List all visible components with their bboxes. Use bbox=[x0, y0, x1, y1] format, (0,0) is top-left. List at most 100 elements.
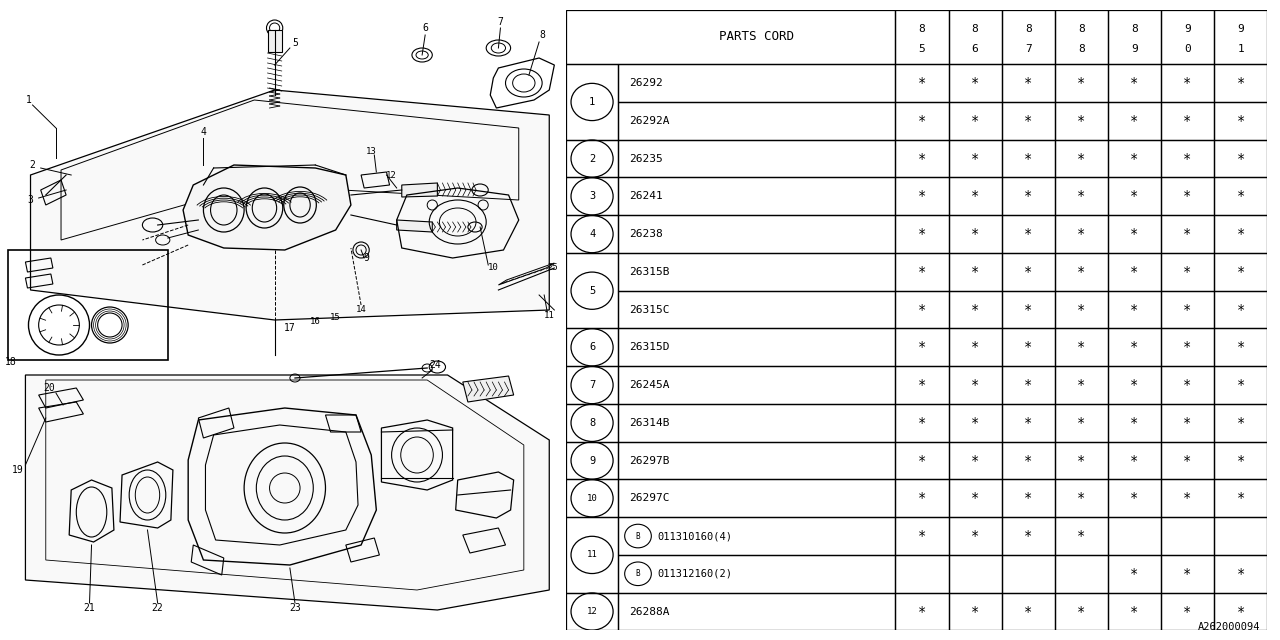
Bar bbox=[618, 517, 896, 555]
Text: 18: 18 bbox=[5, 357, 17, 367]
Text: *: * bbox=[1130, 227, 1139, 241]
Bar bbox=[948, 140, 1002, 177]
Text: 011310160(4): 011310160(4) bbox=[657, 531, 732, 541]
Text: *: * bbox=[918, 454, 927, 468]
Text: *: * bbox=[1078, 114, 1085, 128]
Bar bbox=[1215, 177, 1267, 215]
Bar bbox=[618, 366, 896, 404]
Text: 5: 5 bbox=[292, 38, 298, 48]
Bar bbox=[1108, 404, 1161, 442]
Text: *: * bbox=[1130, 605, 1139, 618]
Text: 6: 6 bbox=[589, 342, 595, 352]
Text: 8: 8 bbox=[1025, 24, 1032, 34]
Text: *: * bbox=[918, 76, 927, 90]
Text: *: * bbox=[918, 114, 927, 128]
Bar bbox=[1161, 10, 1215, 64]
Bar bbox=[1161, 479, 1215, 517]
Text: *: * bbox=[1078, 492, 1085, 506]
Text: *: * bbox=[918, 265, 927, 279]
Text: 26288A: 26288A bbox=[628, 607, 669, 616]
Bar bbox=[618, 177, 896, 215]
Text: 23: 23 bbox=[289, 603, 301, 613]
Text: *: * bbox=[918, 303, 927, 317]
Text: *: * bbox=[1078, 340, 1085, 355]
Text: *: * bbox=[1078, 189, 1085, 204]
Text: *: * bbox=[1183, 114, 1192, 128]
Text: 24: 24 bbox=[430, 360, 442, 370]
Text: *: * bbox=[1078, 227, 1085, 241]
Polygon shape bbox=[183, 165, 351, 250]
Bar bbox=[1108, 253, 1161, 291]
Bar bbox=[1161, 328, 1215, 366]
Text: *: * bbox=[1024, 76, 1033, 90]
Text: *: * bbox=[1130, 114, 1139, 128]
Bar bbox=[566, 64, 618, 140]
Bar bbox=[896, 366, 948, 404]
Text: 9: 9 bbox=[1132, 44, 1138, 54]
Text: *: * bbox=[1183, 340, 1192, 355]
Bar bbox=[948, 593, 1002, 630]
Text: *: * bbox=[1183, 454, 1192, 468]
Text: *: * bbox=[918, 378, 927, 392]
Bar bbox=[1215, 404, 1267, 442]
Bar bbox=[1161, 253, 1215, 291]
Bar bbox=[1002, 442, 1055, 479]
Text: 20: 20 bbox=[44, 383, 55, 393]
Text: *: * bbox=[1024, 114, 1033, 128]
Bar bbox=[1002, 328, 1055, 366]
Text: *: * bbox=[1024, 454, 1033, 468]
Bar bbox=[948, 64, 1002, 102]
Text: *: * bbox=[1024, 416, 1033, 430]
Text: *: * bbox=[1024, 529, 1033, 543]
Bar bbox=[566, 517, 618, 593]
Text: A262000094: A262000094 bbox=[1198, 622, 1261, 632]
Text: *: * bbox=[972, 76, 979, 90]
Text: 26297B: 26297B bbox=[628, 456, 669, 465]
Bar bbox=[896, 442, 948, 479]
Text: 5: 5 bbox=[589, 285, 595, 296]
Bar bbox=[1161, 366, 1215, 404]
Bar bbox=[896, 253, 948, 291]
Bar bbox=[566, 177, 618, 215]
Bar bbox=[1002, 64, 1055, 102]
Text: 2: 2 bbox=[589, 154, 595, 164]
Bar bbox=[948, 517, 1002, 555]
Text: *: * bbox=[1024, 605, 1033, 618]
Bar bbox=[1002, 555, 1055, 593]
Bar bbox=[1215, 102, 1267, 140]
Text: *: * bbox=[1183, 189, 1192, 204]
Text: *: * bbox=[972, 492, 979, 506]
Bar bbox=[1215, 253, 1267, 291]
Bar bbox=[566, 140, 618, 177]
Text: *: * bbox=[1130, 303, 1139, 317]
Bar bbox=[948, 253, 1002, 291]
Bar bbox=[566, 404, 618, 442]
Text: *: * bbox=[1130, 340, 1139, 355]
Text: *: * bbox=[1130, 189, 1139, 204]
Bar bbox=[1161, 102, 1215, 140]
Text: *: * bbox=[1024, 340, 1033, 355]
Text: *: * bbox=[1236, 454, 1245, 468]
Text: *: * bbox=[1130, 76, 1139, 90]
Text: *: * bbox=[1236, 492, 1245, 506]
Polygon shape bbox=[31, 90, 549, 320]
Text: 12: 12 bbox=[586, 607, 598, 616]
Bar bbox=[1002, 517, 1055, 555]
Text: *: * bbox=[1130, 265, 1139, 279]
Bar bbox=[1055, 442, 1108, 479]
Bar bbox=[1055, 366, 1108, 404]
Text: *: * bbox=[1024, 227, 1033, 241]
Text: 3: 3 bbox=[589, 191, 595, 202]
Bar bbox=[618, 215, 896, 253]
Text: *: * bbox=[1183, 492, 1192, 506]
Text: *: * bbox=[1078, 303, 1085, 317]
Text: 9: 9 bbox=[589, 456, 595, 465]
Bar bbox=[566, 442, 618, 479]
Text: 22: 22 bbox=[152, 603, 164, 613]
Bar bbox=[948, 291, 1002, 328]
Bar bbox=[1161, 404, 1215, 442]
Text: 10: 10 bbox=[586, 494, 598, 503]
Bar bbox=[1215, 442, 1267, 479]
Bar bbox=[566, 366, 618, 404]
Polygon shape bbox=[268, 30, 282, 52]
